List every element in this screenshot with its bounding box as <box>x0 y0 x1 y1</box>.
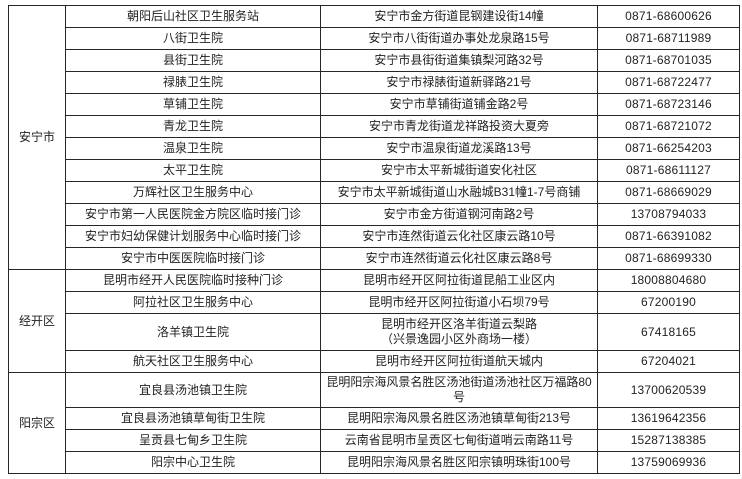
facility-name: 宜良县汤池镇草甸街卫生院 <box>65 407 321 430</box>
facility-phone: 0871-68711989 <box>597 26 740 50</box>
table-row: 八街卫生院 安宁市八街街道办事处龙泉路15号 0871-68711989 <box>9 26 740 50</box>
facility-phone: 0871-68611127 <box>597 158 740 182</box>
facility-name: 禄脿卫生院 <box>65 70 321 94</box>
facility-address: 安宁市太平新城街道安化社区 <box>320 158 598 182</box>
table-row: 安宁市第一人民医院金方院区临时接门诊 安宁市金方街道钢河南路2号 1370879… <box>9 202 740 226</box>
facility-name: 洛羊镇卫生院 <box>65 312 321 352</box>
table-row: 洛羊镇卫生院 昆明市经开区洛羊街道云梨路 （兴景逸园小区外商场一楼） 67418… <box>9 312 740 352</box>
facility-address: 安宁市太平新城街道山水融城B31幢1-7号商铺 <box>320 180 598 204</box>
facility-address: 昆明市经开区阿拉街道小石坝79号 <box>320 290 598 314</box>
table-row: 安宁市 朝阳后山社区卫生服务站 安宁市金方街道昆钢建设街14幢 0871-686… <box>8 5 740 270</box>
facility-name: 八街卫生院 <box>65 26 321 50</box>
table-row: 阳宗区 宜良县汤池镇卫生院 昆明阳宗海风景名胜区汤池街道汤池社区万福路80号 1… <box>8 372 740 474</box>
facility-name: 安宁市中医医院临时接门诊 <box>65 246 321 270</box>
facility-address: 安宁市禄脿街道新驿路21号 <box>320 70 598 94</box>
facility-address: 安宁市连然街道云化社区康云路10号 <box>320 224 598 248</box>
facility-name: 安宁市妇幼保健计划服务中心临时接门诊 <box>65 224 321 248</box>
facility-address: 安宁市青龙街道龙祥路投资大夏旁 <box>320 114 598 138</box>
facility-phone: 13619642356 <box>597 407 740 430</box>
facility-name: 青龙卫生院 <box>65 114 321 138</box>
address-line-2: （兴景逸园小区外商场一楼） <box>380 332 537 347</box>
facility-name: 阿拉社区卫生服务中心 <box>65 290 321 314</box>
facility-phone: 15287138385 <box>597 428 740 452</box>
table-row: 阿拉社区卫生服务中心 昆明市经开区阿拉街道小石坝79号 67200190 <box>9 290 740 314</box>
facility-name: 温泉卫生院 <box>65 136 321 160</box>
facility-address: 安宁市草铺街道铺金路2号 <box>320 92 598 116</box>
table-row: 经开区 昆明市经开人民医院临时接种门诊 昆明市经开区阿拉街道昆船工业区内 180… <box>8 268 740 374</box>
facility-phone: 0871-66391082 <box>597 224 740 248</box>
health-centers-table: 安宁市 朝阳后山社区卫生服务站 安宁市金方街道昆钢建设街14幢 0871-686… <box>8 5 740 475</box>
facility-name: 万辉社区卫生服务中心 <box>65 180 321 204</box>
facility-address: 安宁市县街街道集镇梨河路32号 <box>320 48 598 72</box>
facility-phone: 67204021 <box>597 350 740 374</box>
table-row: 呈贡县七甸乡卫生院 云南省昆明市呈贡区七甸街道哨云南路11号 152871383… <box>9 428 740 452</box>
facility-phone: 0871-68600626 <box>597 5 740 28</box>
facility-name: 昆明市经开人民医院临时接种门诊 <box>65 268 321 292</box>
table-row: 阳宗中心卫生院 昆明阳宗海风景名胜区阳宗镇明珠街100号 13759069936 <box>9 450 740 475</box>
table-row: 航天社区卫生服务中心 昆明市经开区阿拉街道航天城内 67204021 <box>9 350 740 374</box>
district-cell-jingkai: 经开区 <box>8 268 66 374</box>
facility-phone: 0871-68722477 <box>597 70 740 94</box>
facility-phone: 0871-68699330 <box>597 246 740 270</box>
table-row: 太平卫生院 安宁市太平新城街道安化社区 0871-68611127 <box>9 158 740 182</box>
facility-address: 昆明市经开区阿拉街道昆船工业区内 <box>320 268 598 292</box>
table-row: 县街卫生院 安宁市县街街道集镇梨河路32号 0871-68701035 <box>9 48 740 72</box>
facility-phone: 0871-68669029 <box>597 180 740 204</box>
table-row: 万辉社区卫生服务中心 安宁市太平新城街道山水融城B31幢1-7号商铺 0871-… <box>9 180 740 204</box>
facility-phone: 13759069936 <box>597 450 740 475</box>
facility-phone: 13708794033 <box>597 202 740 226</box>
facility-name: 县街卫生院 <box>65 48 321 72</box>
facility-phone: 67418165 <box>597 312 740 352</box>
district-cell-anning: 安宁市 <box>8 5 66 270</box>
facility-address: 昆明阳宗海风景名胜区阳宗镇明珠街100号 <box>320 450 598 475</box>
facility-name: 太平卫生院 <box>65 158 321 182</box>
table-row: 草铺卫生院 安宁市草铺街道铺金路2号 0871-68723146 <box>9 92 740 116</box>
facility-phone: 18008804680 <box>597 268 740 292</box>
table-row: 青龙卫生院 安宁市青龙街道龙祥路投资大夏旁 0871-68721072 <box>9 114 740 138</box>
facility-name: 阳宗中心卫生院 <box>65 450 321 475</box>
facility-phone: 0871-68721072 <box>597 114 740 138</box>
facility-address: 昆明阳宗海风景名胜区汤池镇草甸街213号 <box>320 407 598 430</box>
table-row: 安宁市中医医院临时接门诊 安宁市连然街道云化社区康云路8号 0871-68699… <box>9 246 740 270</box>
district-cell-yangzong: 阳宗区 <box>8 372 66 474</box>
facility-phone: 0871-68701035 <box>597 48 740 72</box>
table-row: 温泉卫生院 安宁市温泉街道龙溪路13号 0871-66254203 <box>9 136 740 160</box>
facility-name: 草铺卫生院 <box>65 92 321 116</box>
table-row: 安宁市妇幼保健计划服务中心临时接门诊 安宁市连然街道云化社区康云路10号 087… <box>9 224 740 248</box>
facility-name: 呈贡县七甸乡卫生院 <box>65 428 321 452</box>
facility-phone: 0871-66254203 <box>597 136 740 160</box>
facility-name: 朝阳后山社区卫生服务站 <box>65 5 321 28</box>
table-row: 宜良县汤池镇草甸街卫生院 昆明阳宗海风景名胜区汤池镇草甸街213号 136196… <box>9 407 740 430</box>
facility-name: 航天社区卫生服务中心 <box>65 350 321 374</box>
facility-address: 昆明阳宗海风景名胜区汤池街道汤池社区万福路80号 <box>320 372 598 408</box>
facility-name: 安宁市第一人民医院金方院区临时接门诊 <box>65 202 321 226</box>
facility-address: 安宁市连然街道云化社区康云路8号 <box>320 246 598 270</box>
facility-phone: 0871-68723146 <box>597 92 740 116</box>
facility-name: 宜良县汤池镇卫生院 <box>65 372 321 408</box>
facility-address: 云南省昆明市呈贡区七甸街道哨云南路11号 <box>320 428 598 452</box>
facility-address: 安宁市八街街道办事处龙泉路15号 <box>320 26 598 50</box>
facility-phone: 13700620539 <box>597 372 740 408</box>
facility-address: 安宁市金方街道昆钢建设街14幢 <box>320 5 598 28</box>
address-line-1: 昆明市经开区洛羊街道云梨路 <box>380 317 537 332</box>
facility-address: 昆明市经开区洛羊街道云梨路 （兴景逸园小区外商场一楼） <box>320 312 598 352</box>
facility-address: 昆明市经开区阿拉街道航天城内 <box>320 350 598 374</box>
table-row: 禄脿卫生院 安宁市禄脿街道新驿路21号 0871-68722477 <box>9 70 740 94</box>
facility-address: 安宁市温泉街道龙溪路13号 <box>320 136 598 160</box>
facility-address: 安宁市金方街道钢河南路2号 <box>320 202 598 226</box>
facility-phone: 67200190 <box>597 290 740 314</box>
